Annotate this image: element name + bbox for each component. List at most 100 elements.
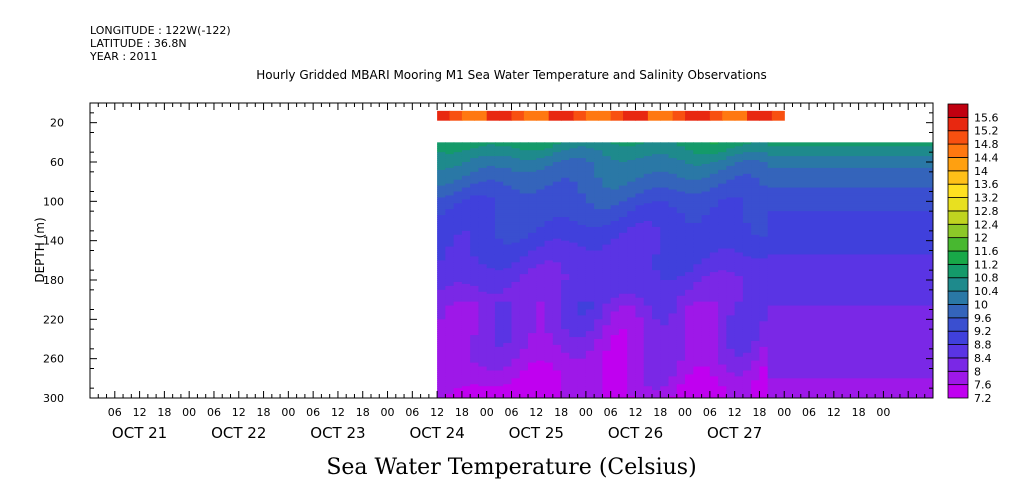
heatmap-cell [494, 346, 504, 350]
heatmap-cell [610, 222, 620, 226]
heatmap-cell [602, 224, 612, 228]
heatmap-cell [519, 321, 529, 324]
heatmap-cell [734, 364, 744, 368]
heatmap-cell [668, 154, 678, 157]
heatmap-cell [437, 254, 446, 257]
heatmap-cell [668, 213, 678, 216]
heatmap-cell [660, 360, 670, 364]
heatmap-cell [528, 205, 537, 208]
heatmap-cell [660, 158, 670, 161]
heatmap-cell [610, 228, 620, 232]
heatmap-cell [660, 394, 670, 397]
heatmap-cell [635, 215, 645, 218]
heatmap-cell [511, 152, 521, 155]
heatmap-cell [437, 344, 446, 348]
heatmap-cell [627, 246, 637, 250]
heatmap-cell [494, 368, 504, 372]
heatmap-cell [602, 144, 612, 147]
heatmap-cell [561, 191, 570, 195]
heatmap-cell [718, 364, 727, 368]
heatmap-cell [561, 319, 570, 322]
heatmap-cell [544, 205, 554, 208]
heatmap-cell [561, 226, 570, 230]
heatmap-cell [726, 181, 736, 185]
heatmap-cell [734, 344, 744, 348]
heatmap-cell [494, 270, 504, 273]
heatmap-cell [742, 278, 752, 281]
heatmap-cell [528, 162, 537, 165]
heatmap-cell [668, 228, 678, 232]
heatmap-cell [685, 246, 694, 250]
heatmap-cell [594, 222, 604, 226]
heatmap-cell [552, 321, 562, 324]
heatmap-cell [668, 360, 678, 364]
heatmap-cell [544, 217, 554, 220]
heatmap-cell [528, 368, 537, 372]
heatmap-cell [561, 317, 570, 320]
heatmap-cell [685, 185, 694, 189]
heatmap-cell [701, 167, 711, 171]
heatmap-cell [511, 329, 521, 332]
heatmap-cell [676, 191, 686, 195]
heatmap-cell [643, 203, 653, 206]
heatmap-cell [437, 205, 446, 208]
heatmap-cell [437, 274, 446, 277]
heatmap-cell [660, 350, 670, 354]
heatmap-cell [486, 295, 496, 299]
heatmap-cell [635, 388, 645, 391]
heatmap-cell [437, 372, 446, 375]
heatmap-cell [585, 189, 595, 193]
heatmap-cell [544, 232, 554, 236]
heatmap-cell [486, 276, 496, 279]
heatmap-cell [660, 317, 670, 320]
heatmap-cell [734, 352, 744, 356]
heatmap-cell [486, 205, 496, 208]
heatmap-cell [685, 382, 694, 385]
heatmap-cell [544, 246, 554, 250]
heatmap-cell [693, 321, 703, 324]
heatmap-cell [676, 374, 686, 377]
heatmap-cell [445, 276, 455, 279]
heatmap-cell [635, 386, 645, 389]
heatmap-cell [685, 250, 694, 254]
heatmap-cell [709, 173, 719, 177]
heatmap-cell [726, 392, 736, 395]
heatmap-cell [511, 260, 521, 263]
heatmap-cell [652, 272, 661, 275]
heatmap-cell [610, 376, 620, 379]
heatmap-cell [709, 169, 719, 173]
heatmap-cell [536, 348, 546, 352]
heatmap-cell [734, 366, 744, 370]
heatmap-cell [437, 244, 446, 248]
heatmap-cell [577, 315, 587, 318]
heatmap-cell [536, 281, 546, 285]
heatmap-cell [751, 165, 761, 169]
heatmap-cell [561, 285, 570, 289]
heatmap-cell [685, 350, 694, 354]
heatmap-cell [751, 185, 761, 189]
heatmap-cell [701, 394, 711, 397]
heatmap-cell [544, 382, 554, 385]
heatmap-cell [635, 392, 645, 395]
heatmap-cell [685, 209, 694, 212]
heatmap-cell [726, 240, 736, 244]
heatmap-cell [726, 193, 736, 197]
heatmap-cell [627, 146, 637, 149]
heatmap-cell [718, 348, 727, 352]
heatmap-cell [709, 278, 719, 281]
heatmap-cell [494, 362, 504, 366]
heatmap-cell [685, 256, 694, 259]
heatmap-cell [627, 185, 637, 189]
heatmap-cell [494, 197, 504, 200]
heatmap-cell [478, 380, 488, 383]
heatmap-cell [751, 169, 761, 173]
heatmap-cell [618, 346, 628, 350]
heatmap-cell [618, 315, 628, 318]
heatmap-cell [569, 183, 579, 187]
heatmap-cell [437, 309, 446, 313]
heatmap-cell [594, 215, 604, 218]
heatmap-cell [594, 173, 604, 177]
heatmap-cell [594, 384, 604, 387]
heatmap-cell [528, 272, 537, 275]
heatmap-cell [585, 272, 595, 275]
